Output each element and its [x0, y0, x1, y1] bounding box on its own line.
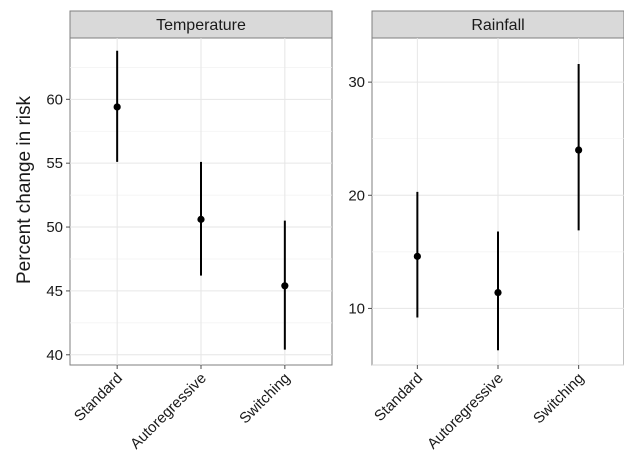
y-tick-label: 40: [46, 347, 63, 364]
estimate-point: [413, 252, 421, 260]
y-tick-label: 55: [46, 155, 63, 172]
estimate-point: [281, 282, 289, 290]
estimate-point: [113, 103, 121, 111]
y-tick-label: 10: [348, 300, 365, 317]
x-tick-label: Standard: [71, 370, 126, 425]
facet-title: Rainfall: [471, 17, 524, 34]
estimate-point: [494, 288, 502, 297]
y-tick-label: 30: [348, 74, 365, 91]
x-tick-label: Autoregressive: [127, 370, 210, 453]
y-tick-label: 60: [46, 91, 63, 108]
x-tick-label: Standard: [371, 370, 426, 425]
y-tick-label: 50: [46, 219, 63, 236]
panel-0: Temperature 40 45 50 55 60 Standard Autoregress…: [46, 10, 333, 453]
facet-strip: [69, 10, 333, 39]
estimate-point: [197, 215, 205, 223]
x-tick-label: Autoregressive: [424, 370, 507, 453]
y-tick-label: 20: [348, 187, 365, 204]
y-axis-label: Percent change in risk: [14, 96, 35, 284]
x-tick-label: Switching: [530, 370, 587, 427]
estimate-point: [575, 146, 583, 154]
x-tick-label: Switching: [236, 370, 293, 427]
y-tick-label: 45: [46, 283, 63, 300]
facet-title: Temperature: [156, 17, 246, 34]
